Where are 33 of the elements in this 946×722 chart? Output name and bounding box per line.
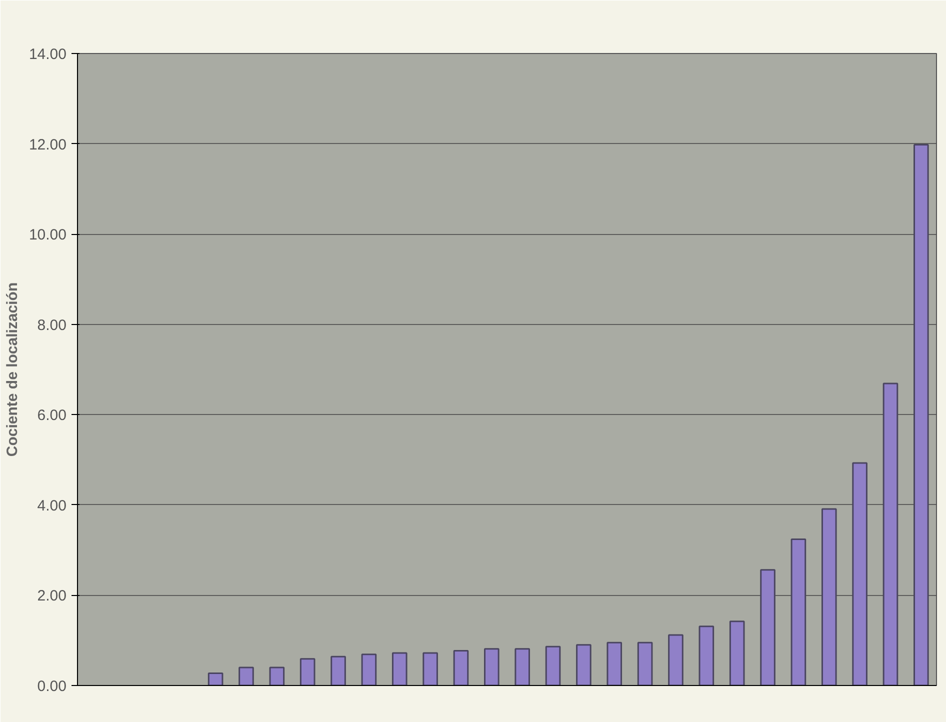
y-axis-title: Cociente de localización — [4, 282, 21, 457]
y-tick-label: 10.00 — [28, 226, 67, 244]
bar — [330, 656, 346, 686]
bar — [914, 144, 929, 686]
y-tick-label: 8.00 — [37, 316, 67, 334]
bar — [637, 642, 653, 686]
bar — [238, 666, 254, 686]
y-tick-label: 12.00 — [28, 136, 67, 154]
bar — [821, 508, 837, 686]
bar — [453, 650, 469, 686]
bar — [882, 382, 898, 686]
bar — [422, 652, 438, 686]
bar — [698, 626, 714, 686]
y-tick-label: 4.00 — [37, 497, 67, 514]
y-tick-label: 14.00 — [28, 46, 67, 63]
bar — [729, 620, 745, 686]
bar — [208, 672, 224, 686]
bar — [576, 644, 592, 686]
bar — [606, 642, 622, 686]
bar — [269, 666, 285, 686]
y-tick-label: 6.00 — [37, 407, 67, 424]
bar — [790, 538, 806, 686]
y-tick-label: 2.00 — [37, 588, 67, 605]
bar — [361, 654, 377, 686]
bar — [514, 648, 530, 686]
y-tick-label: 0.00 — [37, 678, 67, 695]
bar — [760, 569, 776, 686]
bar — [545, 646, 561, 686]
bar — [668, 634, 684, 686]
bar — [484, 648, 500, 686]
bar — [852, 462, 868, 686]
bar — [300, 658, 316, 686]
bar — [392, 652, 408, 686]
